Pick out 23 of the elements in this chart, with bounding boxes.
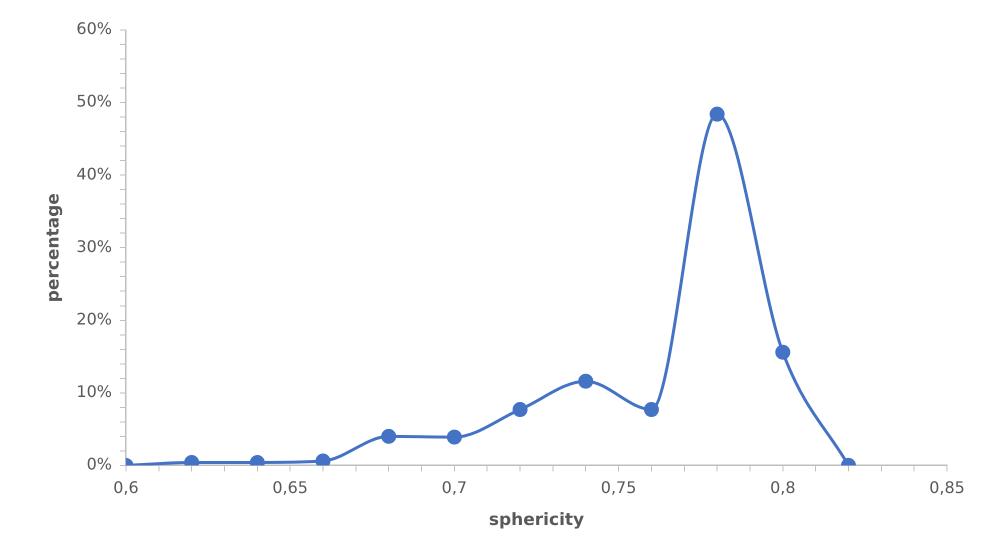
point	[316, 454, 331, 466]
y-tick-label: 60%	[76, 19, 112, 38]
y-tick-label: 30%	[76, 236, 112, 256]
y-tick-label: 20%	[76, 309, 112, 328]
point	[710, 106, 725, 122]
point	[512, 402, 528, 418]
x-tick-label: 0,85	[929, 478, 965, 498]
point	[578, 374, 594, 389]
point	[775, 344, 790, 360]
x-tick-label: 0,7	[442, 478, 468, 498]
x-tick-label: 0,6	[113, 478, 139, 498]
point	[446, 430, 462, 445]
x-axis-title: sphericity	[488, 510, 584, 530]
y-tick-label: 0%	[86, 454, 112, 474]
x-tick-label: 0,65	[272, 478, 308, 498]
y-axis-title: percentage	[44, 193, 64, 302]
y-tick-label: 40%	[76, 164, 112, 184]
y-tick-label: 10%	[76, 382, 112, 401]
x-tick-label: 0,75	[600, 478, 636, 498]
point	[381, 428, 396, 444]
x-tick-label: 0,8	[770, 478, 796, 498]
y-tick-label: 50%	[76, 92, 112, 111]
point	[644, 402, 659, 418]
